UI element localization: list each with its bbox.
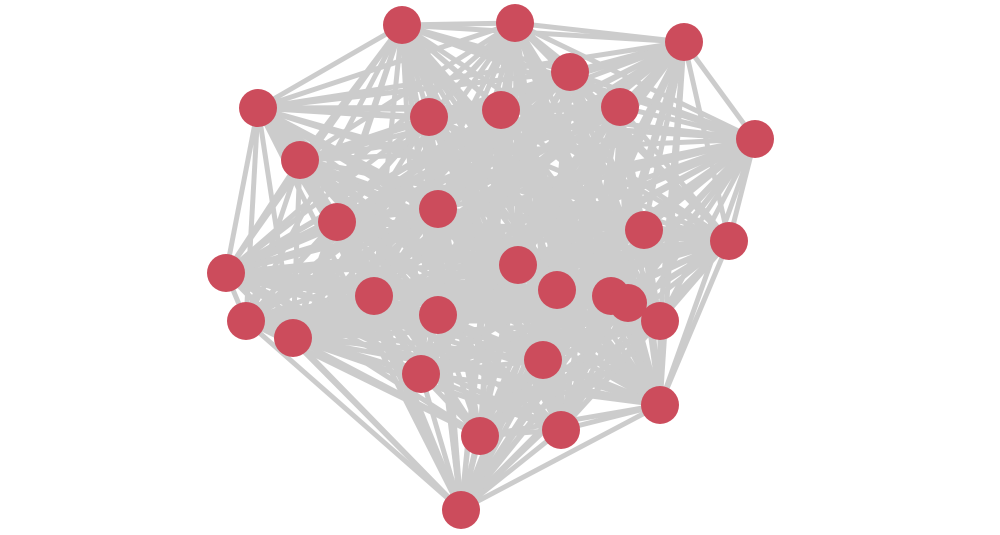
graph-edge xyxy=(657,137,758,323)
graph-node xyxy=(542,411,580,449)
graph-node xyxy=(736,120,774,158)
graph-edge xyxy=(418,373,464,511)
graph-node xyxy=(274,319,312,357)
graph-edge xyxy=(223,158,303,275)
graph-node xyxy=(665,23,703,61)
graph-edge xyxy=(436,313,563,432)
graph-node xyxy=(601,88,639,126)
graph-edge xyxy=(619,104,756,142)
graph-edge xyxy=(657,138,758,406)
graph-node xyxy=(710,222,748,260)
graph-node xyxy=(461,417,499,455)
graph-node xyxy=(207,254,245,292)
graph-edge xyxy=(459,301,630,512)
graph-node xyxy=(551,53,589,91)
graph-edge xyxy=(657,240,732,406)
graph-edge xyxy=(681,40,758,141)
graph-node xyxy=(227,302,265,340)
graph-node xyxy=(355,277,393,315)
graph-edge xyxy=(225,262,519,276)
graph-edge xyxy=(435,314,464,511)
graph-node xyxy=(419,296,457,334)
graph-edge xyxy=(225,136,756,276)
graph-edge xyxy=(568,70,731,243)
graph-edge xyxy=(420,357,544,377)
graph-node xyxy=(383,6,421,44)
graph-edge xyxy=(257,69,571,111)
graph-edge xyxy=(299,107,502,163)
graph-edge xyxy=(225,227,645,276)
graph-edge xyxy=(292,312,439,341)
graph-edge xyxy=(245,312,439,324)
graph-edge xyxy=(256,22,404,111)
graph-node xyxy=(482,91,520,129)
graph-edge xyxy=(257,20,516,111)
graph-edge xyxy=(225,206,439,276)
graph-edge xyxy=(459,428,563,512)
graph-node xyxy=(538,271,576,309)
graph-node xyxy=(641,386,679,424)
graph-node xyxy=(496,4,534,42)
graph-edge xyxy=(223,107,261,274)
graph-edge xyxy=(459,402,662,513)
graph-node xyxy=(281,141,319,179)
graph-edge xyxy=(291,336,463,512)
graph-node xyxy=(402,355,440,393)
graph-edge xyxy=(257,39,685,111)
graph-edge xyxy=(292,335,544,363)
graph-node xyxy=(419,190,457,228)
graph-edge xyxy=(420,371,661,408)
graph-edge xyxy=(245,293,375,324)
graph-node xyxy=(318,203,356,241)
graph-edge xyxy=(299,136,756,163)
graph-edge xyxy=(292,262,519,341)
graph-edge xyxy=(299,104,621,163)
graph-edge xyxy=(224,219,339,276)
graph-node xyxy=(239,89,277,127)
graph-node xyxy=(609,284,647,322)
graph-node xyxy=(499,246,537,284)
graph-edge xyxy=(542,357,661,408)
graph-edge xyxy=(292,335,661,408)
graph-edge xyxy=(569,69,756,142)
graph-edge xyxy=(336,219,730,244)
graph-node xyxy=(641,302,679,340)
graph-edge xyxy=(420,371,562,433)
graph-edge xyxy=(435,314,483,437)
graph-edge xyxy=(514,20,685,45)
graph-node xyxy=(442,491,480,529)
graph-edge xyxy=(500,107,756,142)
nodes-layer xyxy=(207,4,774,529)
graph-node xyxy=(625,211,663,249)
graph-edge xyxy=(500,104,621,113)
graph-node xyxy=(410,98,448,136)
graph-node xyxy=(524,341,562,379)
